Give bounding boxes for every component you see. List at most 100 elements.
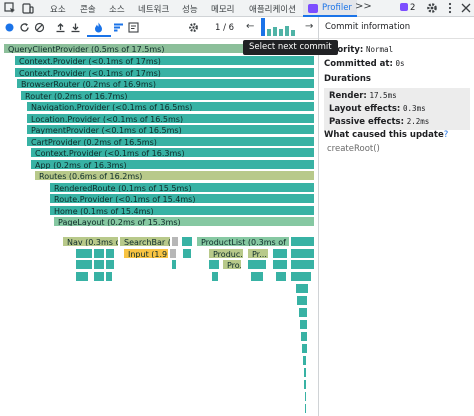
clear-profiling-icon[interactable] (34, 22, 45, 33)
flame-bar[interactable] (181, 236, 193, 247)
flame-bar[interactable] (171, 259, 177, 270)
flame-bar[interactable]: Router (0.2ms of 16.7ms) (20, 90, 315, 101)
flame-bar[interactable] (75, 248, 93, 259)
panel-divider[interactable] (318, 17, 319, 416)
tab-sources[interactable]: 소스 (109, 5, 125, 15)
flame-bar[interactable] (208, 259, 220, 270)
flame-bar[interactable] (290, 259, 315, 270)
flamegraph-view-tab[interactable] (87, 20, 111, 37)
flame-bar[interactable]: Navigation.Provider (<0.1ms of 16.5ms) (26, 101, 315, 112)
layout-effects-label: Layout effects: (329, 104, 401, 114)
commit-selector-chart[interactable] (258, 17, 298, 39)
commit-bar[interactable] (261, 18, 265, 36)
flame-bar[interactable] (75, 259, 93, 270)
flame-bar[interactable] (105, 248, 115, 259)
messages-badge[interactable]: 2 (400, 3, 415, 13)
flame-bar[interactable] (75, 271, 89, 282)
settings-gear-icon[interactable] (426, 2, 438, 14)
flame-bar[interactable]: Pr... (247, 248, 269, 259)
durations-title: Durations (324, 74, 371, 84)
flame-bar[interactable] (93, 248, 105, 259)
flame-bar[interactable]: Produc... (208, 248, 244, 259)
commit-info-panel: Commit information Priority: Normal Comm… (319, 17, 474, 416)
flame-bar[interactable]: Routes (0.6ms of 16.2ms) (34, 170, 315, 181)
flame-bar[interactable]: PaymentProvider (<0.1ms of 16.5ms) (26, 124, 315, 135)
tab-memory[interactable]: 메모리 (211, 5, 235, 15)
flame-bar[interactable] (298, 307, 308, 318)
flame-bar[interactable] (290, 271, 312, 282)
flame-bar[interactable]: Input (1.9... (123, 248, 169, 259)
tab-elements[interactable]: 요소 (50, 5, 66, 15)
flame-bar[interactable] (275, 271, 287, 282)
flame-bar[interactable] (182, 248, 192, 259)
tab-network[interactable]: 네트워크 (138, 5, 170, 15)
flame-bar[interactable]: PageLayout (0.2ms of 15.3ms) (53, 216, 315, 227)
cause-item[interactable]: createRoot() (327, 144, 380, 154)
flame-bar[interactable] (296, 295, 308, 306)
flame-bar[interactable] (299, 319, 308, 330)
flame-bar[interactable] (302, 355, 307, 366)
commit-bar[interactable] (267, 29, 271, 36)
record-icon[interactable] (4, 22, 15, 33)
flame-bar[interactable] (301, 343, 308, 354)
timeline-icon[interactable] (128, 22, 139, 33)
flame-bar[interactable]: SearchBar (0.1... (119, 236, 171, 247)
flame-bar[interactable] (105, 259, 115, 270)
tab-console[interactable]: 콘솔 (80, 5, 96, 15)
commit-bar[interactable] (279, 29, 283, 36)
flame-bar[interactable]: Home (0.1ms of 15.4ms) (49, 205, 315, 216)
flame-bar[interactable]: Pro... (222, 259, 242, 270)
flame-bar[interactable] (250, 271, 264, 282)
flame-bar[interactable]: BrowserRouter (0.2ms of 16.9ms) (16, 78, 315, 89)
flame-bar[interactable]: Context.Provider (<0.1ms of 17ms) (14, 55, 315, 66)
flame-bar[interactable] (211, 271, 219, 282)
ranked-chart-icon[interactable] (113, 22, 124, 33)
inspect-element-icon[interactable] (4, 2, 16, 14)
flame-bar[interactable] (272, 248, 288, 259)
flame-bar[interactable] (304, 391, 307, 402)
tab-performance[interactable]: 성능 (182, 5, 198, 15)
flame-bar[interactable] (105, 271, 113, 282)
device-toolbar-icon[interactable] (22, 2, 34, 14)
tab-profiler[interactable]: Profiler (303, 0, 357, 17)
flame-bar[interactable] (272, 259, 288, 270)
flame-bar[interactable]: Context.Provider (<0.1ms of 17ms) (14, 67, 315, 78)
commit-bar[interactable] (291, 30, 295, 36)
more-tabs-button[interactable]: >> (355, 1, 372, 12)
flame-bar[interactable]: CartProvider (0.2ms of 16.5ms) (26, 136, 315, 147)
commit-bar[interactable] (285, 26, 289, 36)
flame-bar[interactable] (93, 259, 105, 270)
flame-bar[interactable] (171, 236, 179, 247)
flame-bar[interactable]: App (0.2ms of 16.3ms) (30, 159, 315, 170)
commit-bar[interactable] (273, 27, 277, 36)
flame-bar[interactable]: Route.Provider (<0.1ms of 15.4ms) (49, 193, 315, 204)
load-profile-icon[interactable] (55, 22, 66, 33)
committed-at-label: Committed at: (324, 59, 393, 69)
previous-commit-button[interactable]: ← (246, 21, 255, 32)
close-devtools-icon[interactable] (460, 2, 472, 14)
cause-help-link[interactable]: ? (443, 130, 449, 140)
tab-application[interactable]: 애플리케이션 (249, 5, 296, 15)
reload-and-profile-icon[interactable] (19, 22, 30, 33)
flame-bar[interactable]: RenderedRoute (0.1ms of 15.5ms) (49, 182, 315, 193)
more-options-icon[interactable] (444, 2, 456, 14)
flame-bar[interactable]: Nav (0.3ms of ... (62, 236, 119, 247)
flame-bar[interactable] (247, 259, 267, 270)
next-commit-button[interactable]: → (305, 21, 314, 32)
flame-bar[interactable] (300, 331, 308, 342)
flame-bar[interactable]: Context.Provider (<0.1ms of 16.3ms) (30, 147, 315, 158)
flame-bar[interactable]: ProductList (0.3ms of 6ms) (196, 236, 290, 247)
flame-bar[interactable] (303, 379, 307, 390)
flame-bar[interactable]: Location.Provider (<0.1ms of 16.5ms) (26, 113, 315, 124)
flame-bar[interactable] (93, 271, 105, 282)
flame-bar[interactable] (304, 403, 307, 414)
flame-bar[interactable] (290, 248, 315, 259)
flame-bar[interactable] (295, 283, 309, 294)
tab-profiler-label: Profiler (322, 3, 352, 13)
flame-bar[interactable] (290, 236, 315, 247)
profiler-settings-gear-icon[interactable] (188, 22, 199, 33)
passive-effects-label: Passive effects: (329, 117, 405, 127)
flame-bar[interactable] (169, 248, 177, 259)
save-profile-icon[interactable] (70, 22, 81, 33)
flame-bar[interactable] (303, 367, 307, 378)
